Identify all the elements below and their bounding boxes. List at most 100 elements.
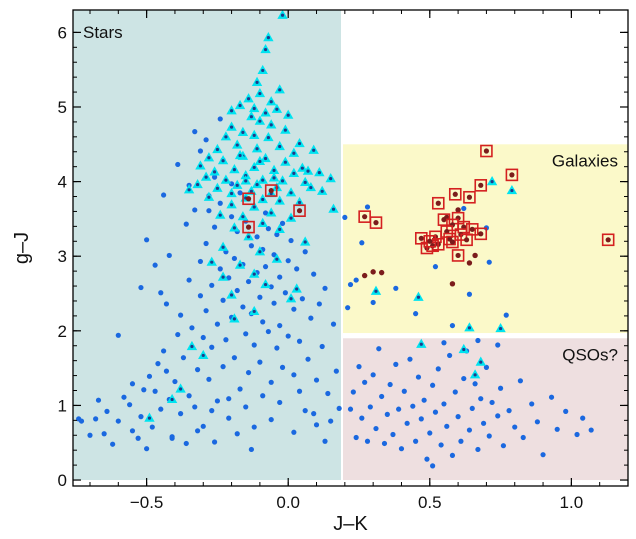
blue-dot-point <box>497 385 504 391</box>
plot-frame <box>72 9 629 487</box>
blue-dot-point <box>166 252 172 259</box>
blue-dot-point <box>302 408 308 414</box>
cyan-triangle-point <box>266 96 277 106</box>
blue-dot-point <box>413 438 419 444</box>
blue-dot-point <box>209 282 215 288</box>
blue-dot-point <box>214 321 221 327</box>
cyan-triangle-point <box>249 305 260 316</box>
blue-dot-point <box>223 337 229 343</box>
blue-dot-point <box>427 430 433 436</box>
blue-dot-point <box>115 332 121 338</box>
blue-dot-point <box>277 274 283 280</box>
cyan-triangle-point <box>249 201 260 211</box>
cyan-triangle-point <box>229 313 240 323</box>
blue-dot-point <box>245 369 252 376</box>
blue-dot-point <box>441 340 447 346</box>
cyan-triangle-point <box>249 129 260 139</box>
blue-dot-point <box>466 291 473 297</box>
cyan-triangle-point <box>215 209 226 219</box>
blue-dot-point <box>432 264 439 270</box>
blue-dot-point <box>197 258 204 265</box>
blue-dot-point <box>211 439 218 445</box>
cyan-triangle-point <box>458 343 469 354</box>
blue-dot-point <box>296 338 303 344</box>
cyan-triangle-point <box>251 143 263 153</box>
cyan-triangle-point <box>237 211 249 221</box>
cyan-triangle-point <box>234 99 246 110</box>
blue-dot-point <box>299 296 305 302</box>
blue-dot-point <box>483 364 490 370</box>
dark-red-dot-point <box>455 207 461 213</box>
x-tick-label: 0.5 <box>418 493 442 512</box>
cyan-triangle-point <box>260 43 271 54</box>
blue-dot-point <box>197 293 204 299</box>
blue-dot-point <box>316 301 322 307</box>
y-tick-label: 4 <box>58 173 67 192</box>
blue-dot-point <box>353 277 359 283</box>
blue-dot-point <box>353 434 359 441</box>
blue-dot-point <box>95 397 102 403</box>
blue-dot-point <box>265 328 271 335</box>
blue-dot-point <box>192 129 198 135</box>
blue-dot-point <box>418 416 424 422</box>
cyan-triangle-point <box>263 131 274 142</box>
blue-dot-point <box>163 301 170 307</box>
blue-dot-point <box>506 408 512 414</box>
blue-dot-point <box>387 381 393 388</box>
blue-dot-point <box>180 355 187 361</box>
blue-dot-point <box>291 372 297 378</box>
cyan-triangle-point <box>229 222 240 232</box>
blue-dot-point <box>328 418 334 424</box>
cyan-triangle-point <box>251 178 263 189</box>
blue-dot-point <box>158 290 164 296</box>
blue-dot-point <box>367 404 373 410</box>
blue-dot-point <box>129 381 136 387</box>
blue-dot-point <box>144 446 150 452</box>
blue-dot-point <box>359 240 365 246</box>
blue-dot-point <box>200 423 206 429</box>
cyan-triangle-point <box>285 187 297 197</box>
cyan-triangle-point <box>280 156 291 166</box>
cyan-triangle-point <box>297 162 308 172</box>
cyan-triangle-point <box>254 87 266 98</box>
cyan-triangle-point <box>144 412 155 422</box>
blue-dot-point <box>192 207 198 213</box>
red-square-point <box>474 227 488 241</box>
cyan-triangle-point <box>198 349 209 360</box>
blue-dot-point <box>430 463 436 469</box>
blue-dot-point <box>260 319 266 325</box>
blue-dot-point <box>588 427 594 433</box>
blue-dot-point <box>347 406 354 412</box>
cyan-triangle-point <box>277 9 288 19</box>
blue-dot-point <box>356 364 362 370</box>
blue-dot-point <box>194 428 201 434</box>
y-axis-label: g–J <box>11 232 33 264</box>
cyan-triangle-point <box>220 131 232 141</box>
cyan-triangle-point <box>232 179 243 189</box>
blue-dot-point <box>189 325 195 331</box>
blue-dot-point <box>574 431 580 438</box>
cyan-triangle-point <box>229 164 240 174</box>
y-tick-label: 0 <box>58 471 67 490</box>
blue-dot-point <box>489 399 495 406</box>
blue-dot-point <box>449 452 456 459</box>
regions-layer: Stars Galaxies QSOs? <box>73 10 628 486</box>
cyan-triangle-point <box>260 107 271 117</box>
dark-red-dot-point <box>472 252 478 259</box>
blue-dot-point <box>245 278 252 285</box>
cyan-triangle-point <box>200 171 212 181</box>
cyan-triangle-point <box>203 152 215 162</box>
blue-dot-point <box>379 393 385 400</box>
blue-dot-point <box>135 435 141 441</box>
cyan-triangle-point <box>266 119 277 129</box>
blue-dot-point <box>294 266 300 272</box>
blue-dot-point <box>209 344 215 350</box>
blue-dot-point <box>347 281 354 288</box>
cyan-triangle-point <box>203 191 215 201</box>
blue-dot-point <box>313 422 320 428</box>
cyan-triangle-point <box>240 175 251 185</box>
cyan-triangle-point <box>506 184 518 195</box>
cyan-triangle-point <box>285 293 297 303</box>
blue-dot-point <box>178 312 184 318</box>
blue-dot-point <box>362 379 368 385</box>
